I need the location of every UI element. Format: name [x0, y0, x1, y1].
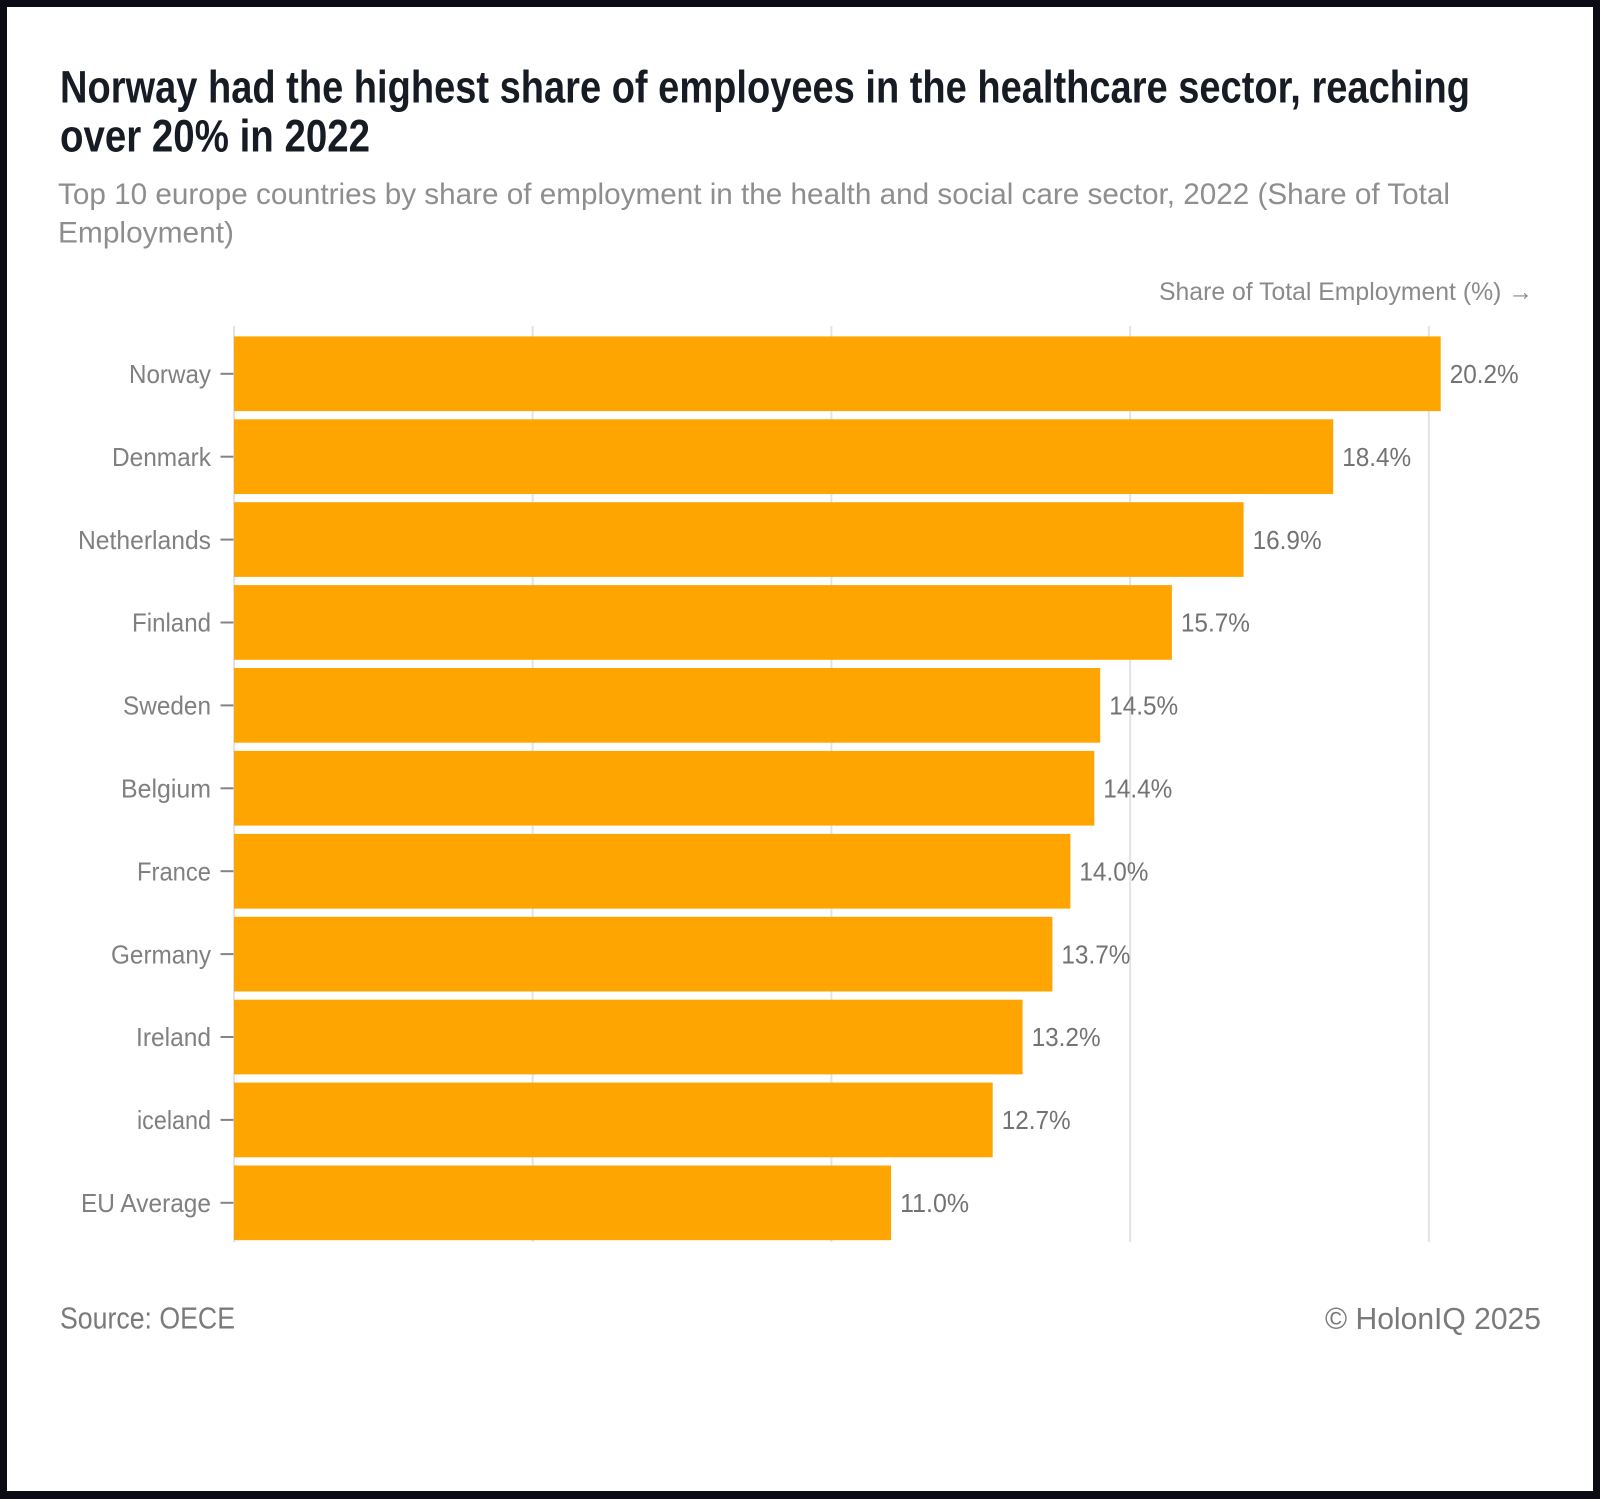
svg-text:Belgium: Belgium: [121, 774, 211, 804]
svg-text:12.7%: 12.7%: [1002, 1105, 1071, 1135]
svg-text:over 20% in 2022: over 20% in 2022: [60, 110, 370, 161]
svg-text:© HolonIQ 2025: © HolonIQ 2025: [1325, 1301, 1541, 1336]
svg-text:Source: OECE: Source: OECE: [60, 1301, 235, 1336]
svg-text:Employment): Employment): [58, 217, 234, 250]
svg-text:15.7%: 15.7%: [1181, 608, 1250, 638]
svg-text:13.7%: 13.7%: [1061, 939, 1130, 969]
svg-text:Finland: Finland: [132, 608, 211, 638]
svg-text:13.2%: 13.2%: [1032, 1022, 1101, 1052]
svg-text:Top 10 europe countries by sha: Top 10 europe countries by share of empl…: [58, 178, 1450, 211]
svg-text:16.9%: 16.9%: [1253, 525, 1322, 555]
svg-text:11.0%: 11.0%: [900, 1188, 969, 1218]
svg-text:Ireland: Ireland: [136, 1022, 211, 1052]
svg-text:20.2%: 20.2%: [1450, 359, 1519, 389]
svg-text:Germany: Germany: [111, 939, 211, 969]
svg-text:Norway had the highest share o: Norway had the highest share of employee…: [60, 62, 1470, 113]
svg-text:Denmark: Denmark: [112, 442, 212, 472]
svg-text:Sweden: Sweden: [123, 691, 211, 721]
svg-text:iceland: iceland: [137, 1105, 211, 1135]
svg-text:14.0%: 14.0%: [1079, 856, 1148, 886]
svg-text:Netherlands: Netherlands: [78, 525, 211, 555]
svg-text:14.4%: 14.4%: [1103, 774, 1172, 804]
svg-text:14.5%: 14.5%: [1109, 691, 1178, 721]
svg-text:Share of Total Employment (%): Share of Total Employment (%) →: [1159, 279, 1533, 306]
svg-text:Norway: Norway: [129, 359, 211, 389]
svg-text:EU Average: EU Average: [81, 1188, 211, 1218]
svg-text:18.4%: 18.4%: [1342, 442, 1411, 472]
svg-text:France: France: [137, 856, 211, 886]
